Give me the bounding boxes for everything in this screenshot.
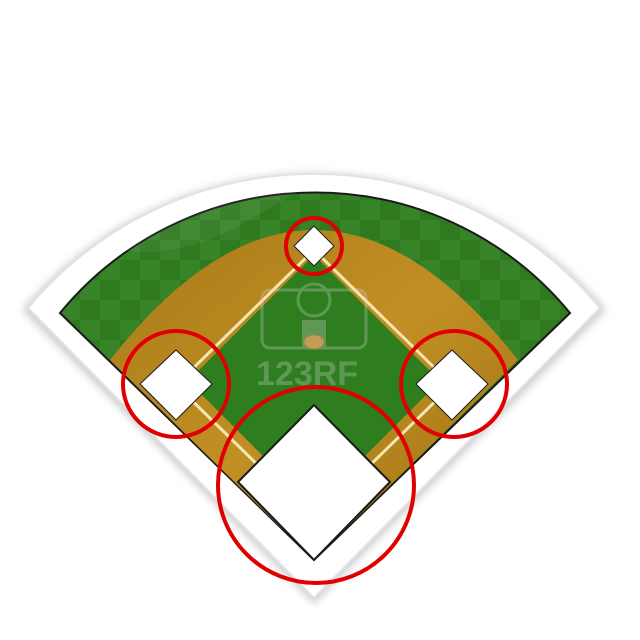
watermark: 123RF <box>256 282 368 393</box>
highlight-second-base <box>284 216 344 276</box>
third-base <box>139 349 213 421</box>
outfield-sheen <box>120 137 470 252</box>
highlight-first-base <box>399 329 509 439</box>
first-base <box>415 349 489 421</box>
second-base <box>293 225 335 267</box>
home-plate <box>236 403 392 562</box>
infield-grass <box>188 255 440 507</box>
highlight-home-plate <box>216 385 416 585</box>
highlight-third-base <box>121 329 231 439</box>
highlight-circles <box>121 216 509 585</box>
camera-logo-icon <box>260 282 368 350</box>
pitchers-mound <box>303 334 325 350</box>
